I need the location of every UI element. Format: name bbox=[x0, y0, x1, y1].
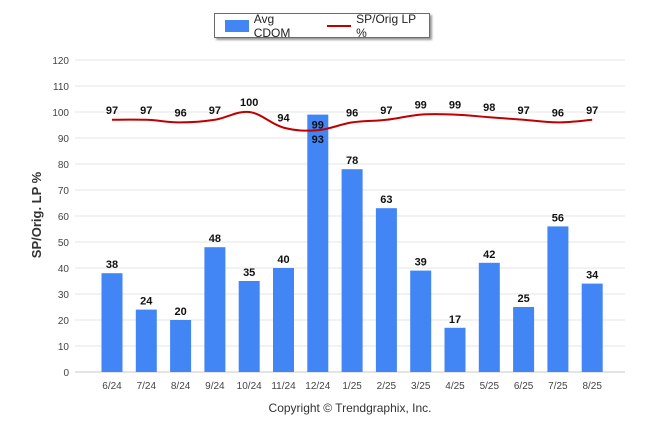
legend-item-sp-orig-lp[interactable]: SP/Orig LP % bbox=[313, 12, 429, 40]
sp-orig-lp-line bbox=[111, 110, 593, 132]
bar-data-labels: 38 24 20 48 35 40 99 78 63 39 17 42 25 56 34 bbox=[106, 120, 599, 326]
legend-label-avg-cdom: Avg CDOM bbox=[253, 11, 291, 40]
y-tick-label: 40 bbox=[58, 264, 70, 275]
y-tick-label: 60 bbox=[58, 212, 70, 223]
line-data-label: 96 bbox=[552, 107, 564, 119]
x-tick-label: 8/24 bbox=[171, 381, 191, 392]
bar bbox=[581, 283, 603, 372]
bar-data-label: 63 bbox=[380, 194, 392, 206]
x-axis-ticks: 6/24 7/24 8/24 9/24 10/24 11/24 12/24 1/25 2/25 3… bbox=[102, 381, 602, 392]
line-data-label: 99 bbox=[415, 100, 427, 112]
x-tick-label: 11/24 bbox=[271, 381, 296, 392]
bar-data-label: 24 bbox=[140, 296, 153, 308]
chart-legend: Avg CDOM SP/Orig LP % bbox=[214, 12, 430, 40]
x-tick-label: 6/25 bbox=[514, 381, 534, 392]
bar bbox=[410, 270, 432, 372]
bar-data-label: 34 bbox=[586, 270, 599, 282]
bar bbox=[238, 281, 260, 372]
y-tick-label: 120 bbox=[52, 56, 69, 67]
x-tick-label: 5/25 bbox=[480, 381, 500, 392]
bar bbox=[273, 268, 294, 372]
line-data-label: 98 bbox=[483, 102, 495, 114]
bar bbox=[135, 309, 157, 372]
line-data-label: 96 bbox=[346, 107, 358, 119]
bar bbox=[478, 262, 500, 372]
y-axis-label: SP/Orig. LP % bbox=[29, 171, 44, 258]
bar-data-label: 78 bbox=[346, 155, 358, 167]
x-tick-label: 1/25 bbox=[342, 381, 362, 392]
bar bbox=[101, 273, 123, 372]
bar bbox=[204, 247, 226, 372]
line-data-label: 97 bbox=[106, 105, 118, 117]
bar-data-label: 99 bbox=[312, 120, 324, 132]
bar-data-label: 48 bbox=[209, 233, 221, 245]
line-data-labels: 97 97 96 97 100 94 93 96 97 99 99 98 97 96 97 bbox=[106, 97, 598, 146]
line-data-label: 93 bbox=[312, 134, 324, 146]
bar-series bbox=[101, 114, 603, 372]
y-tick-label: 80 bbox=[58, 160, 70, 171]
legend-item-avg-cdom[interactable]: Avg CDOM bbox=[215, 12, 313, 40]
y-tick-label: 50 bbox=[58, 238, 70, 249]
y-tick-label: 110 bbox=[53, 82, 69, 93]
line-data-label: 97 bbox=[517, 105, 529, 117]
bar-data-label: 42 bbox=[483, 249, 495, 261]
legend-swatch-line bbox=[327, 24, 352, 27]
bar-data-label: 56 bbox=[552, 212, 564, 224]
x-tick-label: 8/25 bbox=[582, 381, 602, 392]
y-tick-label: 90 bbox=[58, 134, 70, 145]
y-tick-label: 10 bbox=[58, 342, 70, 353]
x-tick-label: 7/25 bbox=[548, 381, 568, 392]
bar bbox=[547, 226, 569, 372]
x-tick-label: 3/25 bbox=[411, 381, 431, 392]
y-tick-label: 20 bbox=[58, 316, 70, 327]
y-tick-label: 0 bbox=[63, 368, 69, 379]
bar-data-label: 20 bbox=[174, 306, 186, 318]
bar-data-label: 40 bbox=[277, 254, 289, 266]
line-data-label: 100 bbox=[240, 97, 258, 109]
x-tick-label: 9/24 bbox=[205, 381, 225, 392]
bar-data-label: 39 bbox=[415, 257, 427, 269]
bar bbox=[341, 169, 363, 372]
y-axis-ticks: 0 10 20 30 40 50 60 70 80 90 100 110 120 bbox=[52, 56, 69, 379]
line-data-label: 97 bbox=[209, 105, 221, 117]
legend-swatch-bar bbox=[225, 19, 249, 32]
bar bbox=[307, 114, 329, 372]
y-tick-label: 70 bbox=[58, 186, 70, 197]
bar bbox=[444, 327, 466, 372]
bar-data-label: 25 bbox=[517, 293, 529, 305]
line-series bbox=[111, 110, 593, 132]
bar bbox=[375, 208, 397, 372]
y-tick-label: 30 bbox=[58, 290, 70, 301]
x-tick-label: 2/25 bbox=[377, 381, 397, 392]
line-data-label: 97 bbox=[586, 105, 598, 117]
bar-data-label: 17 bbox=[449, 314, 461, 326]
x-tick-label: 12/24 bbox=[305, 381, 330, 392]
bar-data-label: 35 bbox=[243, 267, 255, 279]
legend-label-sp-orig-lp: SP/Orig LP % bbox=[356, 11, 416, 40]
y-tick-label: 100 bbox=[52, 108, 69, 119]
bar bbox=[170, 320, 192, 372]
line-data-label: 96 bbox=[174, 107, 186, 119]
x-tick-label: 10/24 bbox=[237, 381, 262, 392]
line-data-label: 99 bbox=[449, 100, 461, 112]
copyright-text: Copyright © Trendgraphix, Inc. bbox=[268, 401, 432, 415]
bar bbox=[513, 307, 535, 372]
bar-data-label: 38 bbox=[106, 259, 118, 271]
x-tick-label: 4/25 bbox=[445, 381, 465, 392]
x-tick-label: 7/24 bbox=[137, 381, 157, 392]
x-tick-label: 6/24 bbox=[102, 381, 122, 392]
line-data-label: 94 bbox=[277, 113, 290, 125]
line-data-label: 97 bbox=[140, 105, 152, 117]
line-data-label: 97 bbox=[380, 105, 392, 117]
